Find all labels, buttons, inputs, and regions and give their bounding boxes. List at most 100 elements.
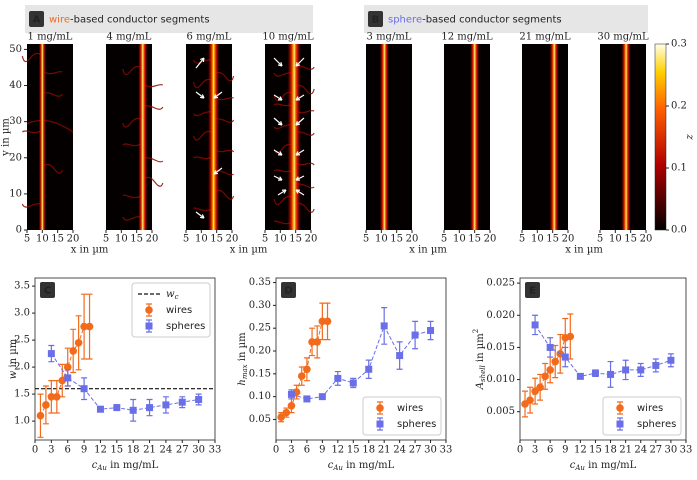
arrow (195, 91, 205, 99)
x-tick-label: 18 (362, 445, 375, 456)
x-tick-label: 15 (589, 445, 602, 456)
heatmap (444, 44, 490, 230)
x-tick-label: 20 (484, 234, 497, 245)
x-axis-label-rest: in mg/mL (343, 460, 395, 471)
x-tick-label: 27 (409, 445, 422, 456)
x-tick-label: 5 (183, 234, 189, 245)
x-tick-label: 21 (619, 445, 632, 456)
beam (38, 44, 46, 230)
beam (621, 44, 631, 230)
colorbar-tick-label: 0.3 (671, 39, 687, 50)
arrow (213, 167, 223, 175)
marker (526, 396, 534, 404)
x-tick-label: 9 (319, 445, 325, 456)
x-tick-label: 0 (517, 445, 523, 456)
dendrite (21, 52, 43, 63)
marker (297, 372, 306, 380)
y-tick-label: 20 (9, 152, 22, 163)
y-tick-label: 3.5 (14, 281, 30, 292)
x-tick-label: 12 (94, 445, 107, 456)
x-tick-label: 10 (453, 234, 466, 245)
x-axis-label: cAu in mg/mL (328, 460, 395, 473)
colorbar (654, 43, 667, 231)
x-tick-label: 10 (375, 234, 388, 245)
trend-line (280, 320, 328, 418)
y-tick-label: 2.0 (14, 362, 30, 373)
arrow-head (295, 176, 301, 181)
y-tick-label: 0.05 (249, 414, 271, 425)
y-tick-label: 30 (9, 116, 22, 127)
arrow-head (199, 94, 205, 99)
arrow-head (277, 61, 283, 67)
legend-swatch (145, 322, 153, 330)
panel-title: wire-based conductor segments (49, 15, 210, 26)
x-tick-label: 20 (640, 234, 653, 245)
image-label: 6 mg/mL (187, 32, 232, 43)
arrow-head (277, 176, 283, 181)
beam (379, 44, 389, 230)
arrow-head (281, 189, 287, 194)
marker (47, 393, 56, 401)
arrow (295, 149, 305, 156)
marker (64, 374, 72, 382)
y-axis-label-sub: max (241, 364, 249, 379)
arrow-head (295, 151, 301, 156)
marker (637, 366, 645, 374)
x-tick-label: 6 (547, 445, 553, 456)
x-axis-label-sub: Au (332, 464, 343, 472)
marker (531, 321, 539, 329)
trend-line (50, 353, 199, 411)
x-tick-label: 5 (103, 234, 109, 245)
arrow (273, 117, 283, 126)
x-tick-label: 27 (176, 445, 189, 456)
marker (85, 322, 94, 331)
marker (303, 395, 311, 403)
y-tick-label: 0 (16, 225, 22, 236)
x-tick-label: 0 (273, 445, 279, 456)
marker (195, 396, 203, 403)
colorbar-tick-label: 0.2 (671, 101, 687, 112)
legend-swatch (145, 306, 153, 314)
dendrite (26, 119, 74, 133)
y-tick-label: 0.025 (486, 278, 515, 289)
y-tick-label: 2.5 (14, 335, 30, 346)
x-tick-label: 30 (665, 445, 678, 456)
marker (334, 374, 342, 382)
y-axis-label-rest: in µm (237, 332, 248, 364)
x-tick-label: 5 (24, 234, 30, 245)
arrow-head (295, 189, 301, 194)
image-label: 12 mg/mL (441, 32, 493, 43)
x-tick-label: 5 (441, 234, 447, 245)
marker (365, 365, 373, 373)
y-tick-label: 10 (9, 188, 22, 199)
arrow (295, 117, 305, 126)
x-axis-label: cAu in mg/mL (92, 460, 159, 473)
marker (396, 352, 404, 360)
panel-letter-box (525, 282, 540, 298)
legend-label: spheres (637, 419, 676, 430)
y-axis-label-main: h (237, 379, 248, 385)
marker (303, 365, 311, 374)
x-axis-label: cAu in mg/mL (570, 460, 637, 473)
panel-letter: A (33, 15, 41, 26)
marker (591, 369, 599, 377)
x-axis-label-main: c (92, 460, 98, 471)
marker (113, 404, 121, 412)
x-tick-label: 20 (562, 234, 575, 245)
marker (47, 350, 55, 358)
arrow-head (295, 96, 301, 101)
y-tick-label: 0.005 (486, 406, 515, 417)
y-axis-label: w in µm (8, 338, 19, 379)
y-tick-label: 0.30 (249, 300, 271, 311)
y-tick-label: 0.10 (249, 391, 271, 402)
arrow-head (295, 121, 301, 126)
x-axis-label-main: c (328, 460, 334, 471)
marker (129, 406, 137, 414)
x-tick-label: 10 (36, 234, 49, 245)
arrow-head (213, 170, 219, 175)
x-tick-label: 15 (624, 234, 637, 245)
x-tick-label: 5 (597, 234, 603, 245)
colorbar-label: z (685, 134, 696, 141)
arrow-head (277, 151, 283, 156)
marker (546, 366, 554, 374)
